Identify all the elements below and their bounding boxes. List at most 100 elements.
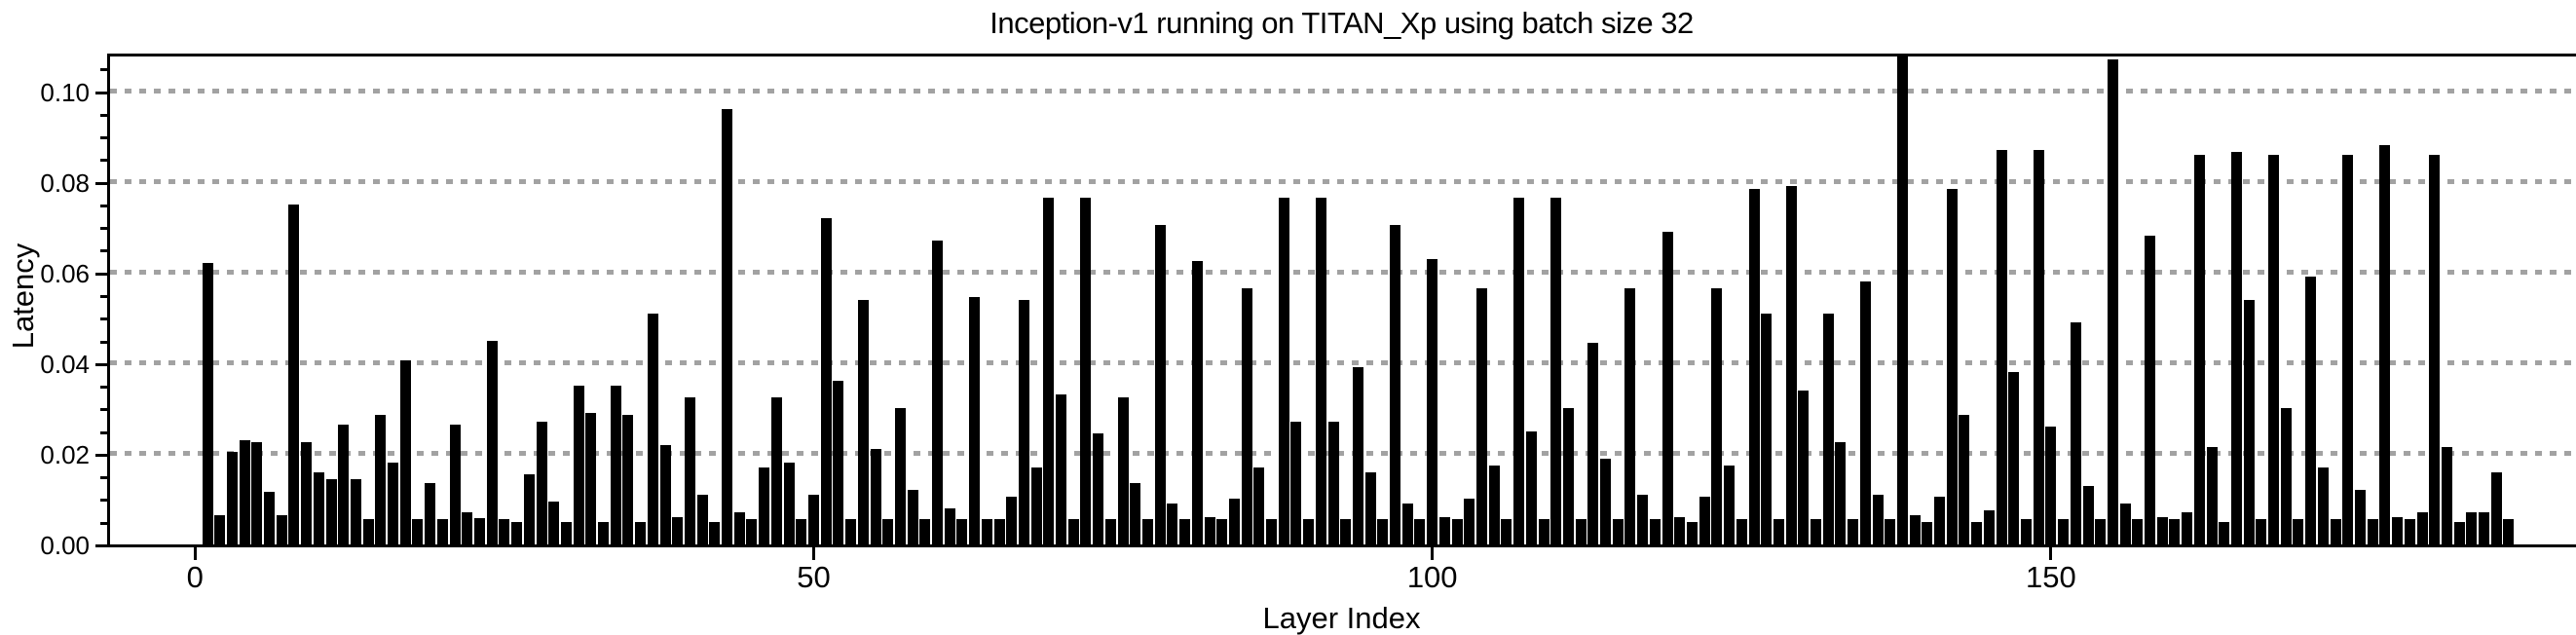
bar [375,415,387,544]
bar [1649,519,1661,544]
bar [622,415,634,544]
bar [2392,517,2404,544]
bar [1228,499,1240,544]
bar [981,519,992,544]
bar [1216,519,1228,544]
y-tick-minor [100,204,107,207]
bar [1401,504,1413,544]
bar [1513,197,1525,544]
bar [672,517,684,544]
bar [1266,519,1278,544]
bar [1204,517,1215,544]
bar [573,386,584,544]
bar [2503,519,2515,544]
bar [1067,519,1079,544]
y-tick-label: 0.02 [40,439,90,469]
bar [2156,517,2168,544]
bar [2145,236,2156,544]
bar [276,514,287,544]
y-tick-minor [100,249,107,253]
bar [1624,288,1636,544]
bar [956,519,968,544]
bar [2070,321,2081,544]
bar [1934,497,1946,544]
bar [264,492,276,544]
bar [2342,154,2354,544]
bar [1896,56,1908,544]
bar [412,519,424,544]
bar [1464,499,1475,544]
bar [449,424,461,544]
bar [1748,188,1760,544]
bar [684,396,695,544]
bar [313,471,324,544]
bar [1253,467,1265,544]
bar [399,360,411,544]
bar [2305,277,2317,544]
bar [425,483,436,544]
bars-container [110,56,2576,544]
x-tick-label: 100 [1406,560,1458,594]
bar [1575,519,1587,544]
x-tick-label: 50 [797,560,831,594]
x-axis-label: Layer Index [1262,601,1421,635]
bar [1451,519,1463,544]
bar [1303,519,1315,544]
bar [808,494,819,544]
y-tick-minor [100,521,107,525]
bar [1885,519,1896,544]
bar [301,442,313,544]
bar [1130,483,1141,544]
y-tick-major [95,453,107,457]
bar [1476,288,1488,544]
bar [759,467,770,544]
bar [919,519,931,544]
gridline-y-0.06 [110,270,2576,276]
y-tick-label: 0.08 [40,168,90,198]
bar [1562,408,1574,544]
bar [1377,519,1389,544]
bar [1637,494,1649,544]
y-tick-minor [100,386,107,390]
bar [2219,521,2230,544]
bar [1340,519,1352,544]
bar [2367,519,2378,544]
x-tick [812,547,815,560]
bar [1290,422,1302,544]
bar [202,263,213,544]
bar [2256,519,2267,544]
y-tick-minor [100,113,107,117]
y-tick-minor [100,340,107,344]
bar [2379,145,2391,544]
y-tick-minor [100,227,107,231]
bar [2132,519,2144,544]
bar [2182,512,2193,544]
bar [2441,446,2452,544]
bar [2429,154,2441,544]
bar [833,381,844,544]
bar [733,512,745,544]
bar [1835,442,1847,544]
chart-title: Inception-v1 running on TITAN_Xp using b… [989,6,1694,40]
bar [659,444,671,544]
bar [1006,497,1018,544]
bar [2355,490,2366,544]
bar [1761,313,1773,544]
y-tick-label: 0.04 [40,349,90,379]
bar [473,518,485,544]
bar [1154,224,1166,544]
bar [746,519,758,544]
y-tick-minor [100,318,107,321]
bar [1785,186,1797,544]
bar [2293,519,2304,544]
bar [1959,415,1970,544]
bar [770,396,782,544]
bar [362,519,374,544]
bar [2479,512,2490,544]
bar [722,109,733,544]
bar [2058,519,2070,544]
bar [1922,521,1933,544]
y-tick-minor [100,68,107,72]
bar [499,519,510,544]
bar [647,313,658,544]
